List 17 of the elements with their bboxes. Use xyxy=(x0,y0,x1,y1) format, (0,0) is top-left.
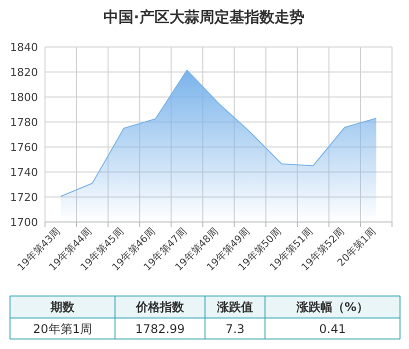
y-tick-label: 1740 xyxy=(10,166,38,179)
y-tick-label: 1820 xyxy=(10,66,38,79)
y-tick-label: 1700 xyxy=(10,216,38,229)
text: 期数 xyxy=(50,300,76,314)
text: 1782.99 xyxy=(135,322,185,336)
y-tick-label: 1720 xyxy=(10,191,38,204)
text: 价格指数 xyxy=(135,300,185,314)
y-tick-label: 1780 xyxy=(10,116,38,129)
y-tick-label: 1840 xyxy=(10,41,38,54)
y-tick-label: 1760 xyxy=(10,141,38,154)
text: 20年第1周 xyxy=(33,322,92,336)
text: 涨跌幅（%） xyxy=(295,300,369,314)
text: 0.41 xyxy=(319,322,346,336)
chart-title: 中国·产区大蒜周定基指数走势 xyxy=(104,8,304,26)
y-tick-label: 1800 xyxy=(10,91,38,104)
text: 7.3 xyxy=(225,322,245,336)
text: 涨跌值 xyxy=(216,300,253,314)
